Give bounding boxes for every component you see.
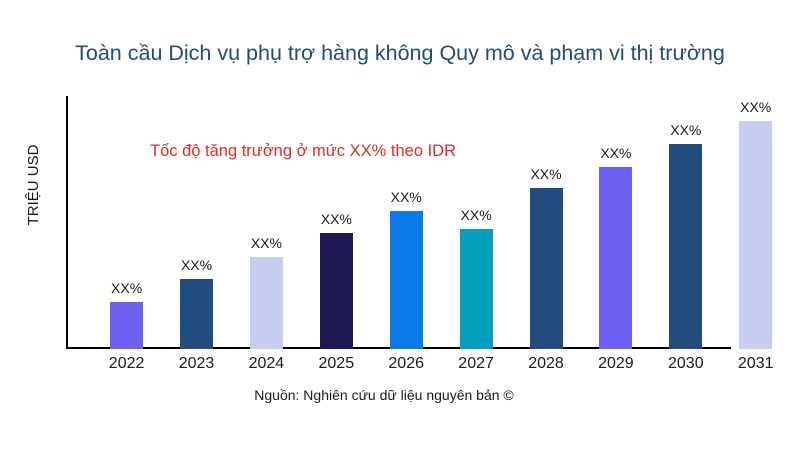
source-note: Nguồn: Nghiên cứu dữ liệu nguyên bản © bbox=[254, 387, 514, 403]
bar-2024 bbox=[249, 257, 283, 349]
bar-value-label-2030: XX% bbox=[670, 122, 702, 138]
x-tick-label-2022: 2022 bbox=[108, 355, 145, 372]
x-tick-label-2027: 2027 bbox=[458, 355, 494, 372]
y-axis-line bbox=[66, 96, 68, 349]
x-tick-label-2023: 2023 bbox=[178, 355, 215, 372]
bar-2031 bbox=[739, 121, 773, 349]
bar-value-label-2027: XX% bbox=[460, 207, 492, 223]
x-tick-label-2026: 2026 bbox=[388, 355, 424, 372]
bar-2030 bbox=[669, 144, 703, 349]
x-tick-label-2030: 2030 bbox=[668, 355, 704, 372]
x-tick-label-2025: 2025 bbox=[318, 355, 355, 372]
x-tick-label-2031: 2031 bbox=[737, 355, 774, 372]
bar-value-label-2026: XX% bbox=[390, 189, 422, 205]
bar-2023 bbox=[180, 279, 213, 349]
bar-value-label-2025: XX% bbox=[320, 211, 352, 227]
chart-title: Toàn cầu Dịch vụ phụ trợ hàng không Quy … bbox=[75, 41, 725, 65]
x-tick-label-2028: 2028 bbox=[528, 355, 564, 372]
bar-value-label-2024: XX% bbox=[250, 235, 282, 251]
bar-2027 bbox=[459, 229, 493, 349]
bar-value-label-2023: XX% bbox=[180, 257, 213, 273]
bar-2026 bbox=[389, 211, 423, 349]
bar-2022 bbox=[110, 302, 144, 349]
bar-value-label-2029: XX% bbox=[600, 145, 632, 161]
bar-value-label-2028: XX% bbox=[530, 166, 562, 182]
bar-value-label-2031: XX% bbox=[740, 99, 772, 115]
x-tick-label-2024: 2024 bbox=[248, 355, 285, 372]
bar-2029 bbox=[599, 167, 633, 349]
x-tick-label-2029: 2029 bbox=[598, 355, 634, 372]
bar-2025 bbox=[319, 233, 353, 349]
bar-value-label-2022: XX% bbox=[111, 280, 143, 296]
y-axis-label: TRIỆU USD bbox=[25, 144, 42, 226]
growth-rate-annotation: Tốc độ tăng trưởng ở mức XX% theo IDR bbox=[150, 142, 457, 160]
bar-2028 bbox=[529, 188, 563, 349]
